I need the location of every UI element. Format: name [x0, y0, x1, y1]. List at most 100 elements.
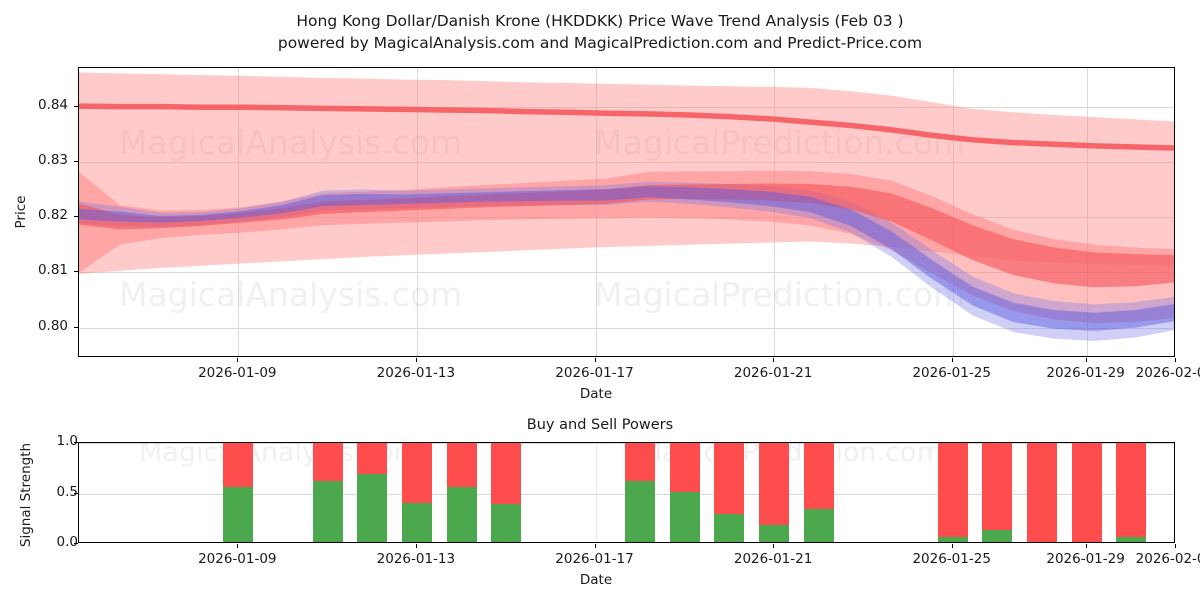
signal-xtick-label-0: 2026-01-09 [198, 551, 277, 567]
price-xtick-label-4: 2026-01-25 [912, 365, 991, 381]
sell-power-segment [1026, 443, 1057, 542]
signal-ytick-label-1: 0.5 [56, 483, 78, 500]
buy-power-segment [982, 530, 1013, 542]
signal-bar[interactable] [491, 443, 522, 542]
buy-power-segment [625, 480, 656, 542]
signal-xtick-mark-6 [1174, 544, 1176, 548]
price-gridline-h-0 [79, 327, 1174, 329]
signal-bar[interactable] [803, 443, 834, 542]
signal-bar[interactable] [759, 443, 790, 542]
signal-ytick-label-2: 1.0 [56, 433, 78, 449]
signal-bar[interactable] [357, 443, 388, 542]
price-ytick-label-4: 0.84 [37, 96, 68, 113]
sell-power-segment [357, 443, 388, 475]
signal-xtick-label-6: 2026-02-01 [1135, 551, 1200, 567]
title-line-1: Hong Kong Dollar/Danish Krone (HKDDKK) P… [296, 12, 904, 30]
signal-ytick-mark-0 [74, 543, 78, 544]
price-xtick-mark-3 [773, 358, 775, 362]
signal-xtick-mark-5 [1085, 544, 1087, 548]
sell-power-segment [937, 443, 968, 538]
signal-xtick-label-4: 2026-01-25 [912, 551, 991, 567]
signal-bar[interactable] [982, 443, 1013, 542]
price-ytick-label-2: 0.82 [37, 207, 68, 224]
buy-power-segment [937, 537, 968, 542]
blue-outer-band [79, 181, 1174, 341]
page-title: Hong Kong Dollar/Danish Krone (HKDDKK) P… [0, 10, 1200, 54]
signal-xtick-mark-0 [237, 544, 239, 548]
price-xtick-label-6: 2026-02-01 [1135, 365, 1200, 381]
sell-power-segment [491, 443, 522, 504]
signal-bar[interactable] [401, 443, 432, 542]
buy-sell-powers-plot: MagicalAnalysis.com MagicalPrediction.co… [78, 442, 1175, 543]
price-ytick-label-0: 0.80 [37, 317, 68, 334]
sell-power-segment [446, 443, 477, 488]
price-xtick-label-1: 2026-01-13 [376, 365, 456, 381]
signal-bar[interactable] [937, 443, 968, 542]
signal-xtick-mark-2 [594, 544, 596, 548]
buy-power-segment [1116, 537, 1147, 542]
price-ytick-label-1: 0.81 [37, 262, 68, 279]
sell-power-segment [1116, 443, 1147, 538]
signal-bar[interactable] [1026, 443, 1057, 542]
buy-power-segment [803, 509, 834, 542]
sell-power-segment [669, 443, 700, 492]
signal-chart-title: Buy and Sell Powers [526, 417, 674, 433]
sell-power-segment [625, 443, 656, 481]
signal-bar[interactable] [1071, 443, 1102, 542]
price-xtick-label-5: 2026-01-29 [1046, 365, 1125, 381]
price-xaxis-label: Date [579, 386, 613, 402]
price-gridline-h-4 [79, 106, 1174, 108]
signal-ytick-mark-2 [74, 442, 78, 443]
signal-xtick-label-5: 2026-01-29 [1046, 551, 1125, 567]
price-xtick-label-2: 2026-01-17 [555, 365, 634, 381]
signal-gridline-v-2 [595, 443, 597, 542]
title-line-2: powered by MagicalAnalysis.com and Magic… [277, 34, 923, 52]
sell-power-segment [312, 443, 343, 481]
price-yaxis-label: Price [13, 195, 29, 229]
sell-power-segment [223, 443, 254, 487]
signal-bar[interactable] [446, 443, 477, 542]
price-xtick-mark-5 [1085, 358, 1087, 362]
signal-xtick-label-1: 2026-01-13 [376, 551, 456, 567]
signal-bar[interactable] [625, 443, 656, 542]
signal-yaxis-label: Signal Strength [18, 442, 34, 548]
signal-ytick-mark-1 [74, 492, 78, 494]
price-xtick-mark-0 [237, 358, 239, 362]
price-gridline-v-5 [1086, 68, 1088, 356]
price-ytick-label-3: 0.83 [37, 151, 68, 168]
price-ytick-mark-2 [74, 216, 78, 218]
red-core-band [79, 183, 1174, 288]
price-xtick-label-3: 2026-01-21 [733, 365, 813, 381]
price-xtick-mark-2 [594, 358, 596, 362]
price-wave-plot: MagicalAnalysis.com MagicalPrediction.co… [78, 67, 1175, 357]
signal-xtick-label-3: 2026-01-21 [733, 551, 813, 567]
signal-bar[interactable] [312, 443, 343, 542]
price-xtick-mark-1 [415, 358, 417, 362]
sell-power-segment [982, 443, 1013, 531]
price-ytick-mark-3 [74, 160, 78, 162]
blue-core-band [79, 186, 1174, 331]
price-ytick-mark-1 [74, 271, 78, 273]
signal-xtick-mark-4 [951, 544, 953, 548]
price-xtick-mark-4 [951, 358, 953, 362]
buy-power-segment [401, 502, 432, 542]
price-ytick-mark-0 [74, 326, 78, 328]
buy-power-segment [357, 474, 388, 542]
signal-bar[interactable] [669, 443, 700, 542]
sell-power-segment [759, 443, 790, 526]
signal-xtick-mark-3 [773, 544, 775, 548]
price-xtick-mark-6 [1174, 358, 1176, 362]
signal-xtick-label-2: 2026-01-17 [555, 551, 634, 567]
price-gridline-h-3 [79, 161, 1174, 163]
price-xtick-label-0: 2026-01-09 [198, 365, 277, 381]
signal-bar[interactable] [223, 443, 254, 542]
signal-bar[interactable] [1116, 443, 1147, 542]
sell-power-segment [1071, 443, 1102, 542]
sell-power-segment [401, 443, 432, 503]
buy-power-segment [312, 480, 343, 542]
price-wave-bands [79, 72, 1174, 341]
signal-bar[interactable] [714, 443, 745, 542]
sell-power-segment [714, 443, 745, 515]
signal-xaxis-label: Date [579, 572, 613, 588]
